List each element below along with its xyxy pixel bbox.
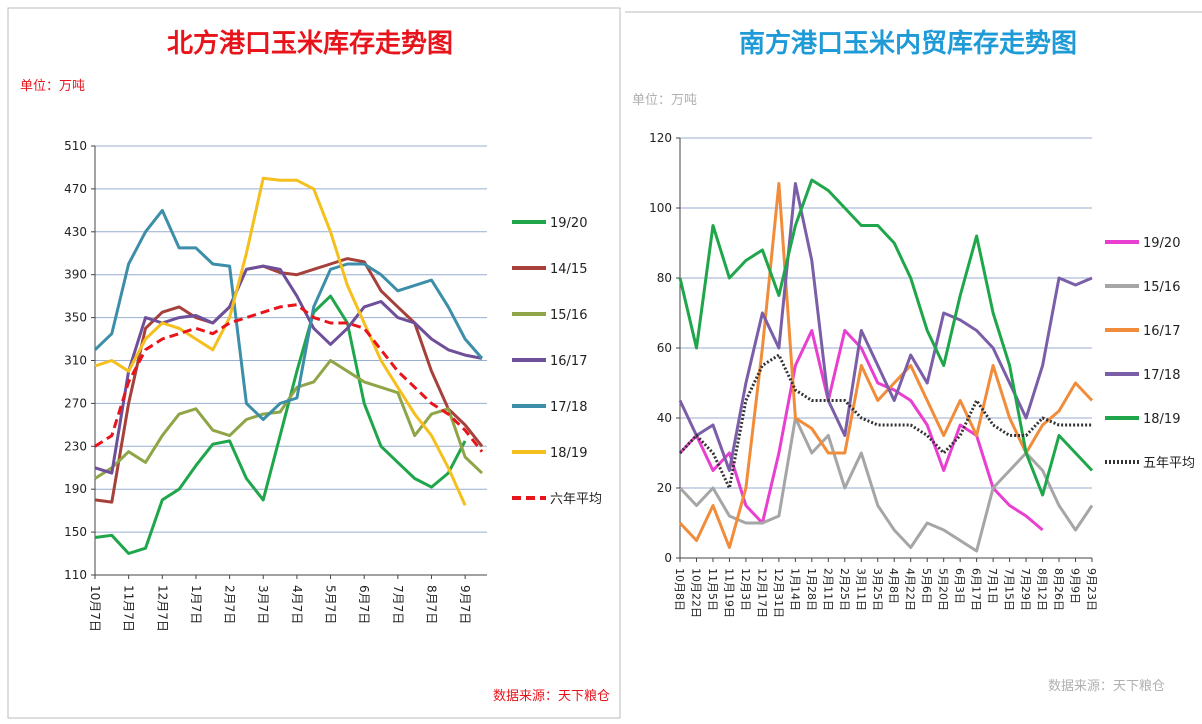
series-line (94, 264, 483, 475)
y-tick-label: 350 (64, 311, 87, 325)
y-tick-label: 80 (657, 271, 672, 285)
x-tick-label: 5月7日 (324, 585, 338, 624)
source-label: 数据来源：天下粮仓 (1048, 679, 1165, 694)
legend-label: 19/20 (550, 216, 587, 231)
x-tick-label: 7月7日 (391, 585, 405, 624)
x-tick-label: 9月7日 (458, 585, 472, 624)
chart-title: 南方港口玉米内贸库存走势图 (739, 28, 1077, 59)
y-tick-label: 150 (64, 525, 87, 539)
x-tick-label: 6月3日 (953, 568, 966, 604)
unit-label: 单位：万吨 (20, 79, 85, 94)
y-tick-label: 270 (64, 396, 87, 410)
y-tick-label: 100 (649, 201, 672, 215)
left-panel (7, 7, 621, 719)
x-tick-label: 12月7日 (155, 585, 169, 632)
x-tick-label: 3月7日 (256, 585, 270, 624)
series-line (93, 208, 484, 421)
x-tick-label: 11月7日 (122, 585, 136, 632)
x-tick-label: 7月15日 (1003, 568, 1016, 611)
legend-label: 15/16 (1143, 280, 1180, 295)
x-tick-label: 11月5日 (706, 568, 719, 611)
x-tick-label: 1月28日 (805, 568, 818, 611)
y-tick-label: 310 (64, 354, 87, 368)
series-line (678, 329, 1044, 532)
legend-label: 17/18 (550, 400, 587, 415)
y-tick-label: 120 (649, 131, 672, 145)
legend-label: 六年平均 (550, 492, 602, 507)
x-tick-label: 5月6日 (920, 568, 933, 604)
x-tick-label: 7月29日 (1019, 568, 1032, 611)
y-tick-label: 20 (657, 481, 672, 495)
legend-label: 16/17 (1143, 324, 1180, 339)
y-tick-label: 60 (657, 341, 672, 355)
x-tick-label: 8月12日 (1036, 568, 1049, 611)
series-line (678, 182, 1093, 472)
x-tick-label: 10月8日 (673, 568, 686, 611)
x-tick-label: 9月9日 (1069, 568, 1082, 604)
legend-label: 16/17 (550, 354, 587, 369)
legend-label: 18/19 (1143, 412, 1180, 427)
y-tick-label: 190 (64, 482, 87, 496)
y-tick-label: 430 (64, 225, 87, 239)
x-tick-label: 8月7日 (424, 585, 438, 624)
x-tick-label: 4月22日 (904, 568, 917, 611)
x-tick-label: 2月25日 (838, 568, 851, 611)
x-tick-label: 10月7日 (88, 585, 102, 632)
legend-label: 19/20 (1143, 236, 1180, 251)
x-tick-label: 7月1日 (986, 568, 999, 604)
series-line (94, 257, 484, 504)
series-line (678, 353, 1092, 490)
x-tick-label: 6月7日 (357, 585, 371, 624)
x-tick-label: 1月7日 (189, 585, 203, 624)
y-tick-label: 40 (657, 411, 672, 425)
legend-label: 五年平均 (1143, 456, 1195, 471)
x-tick-label: 10月22日 (689, 568, 702, 618)
source-label: 数据来源：天下粮仓 (493, 689, 610, 704)
x-tick-label: 8月26日 (1052, 568, 1065, 611)
series-line (678, 182, 1094, 549)
x-tick-label: 1月14日 (788, 568, 801, 611)
x-tick-label: 12月31日 (772, 568, 785, 618)
legend-label: 17/18 (1143, 368, 1180, 383)
y-tick-label: 510 (64, 139, 87, 153)
x-tick-label: 9月23日 (1085, 568, 1098, 611)
y-tick-label: 110 (64, 568, 87, 582)
series-line (94, 303, 484, 453)
x-tick-label: 4月7日 (290, 585, 304, 624)
series-line (678, 178, 1094, 497)
x-tick-label: 11月19日 (722, 568, 735, 618)
unit-label: 单位：万吨 (632, 93, 697, 108)
y-tick-label: 230 (64, 439, 87, 453)
x-tick-label: 12月17日 (755, 568, 768, 618)
x-tick-label: 12月3日 (739, 568, 752, 611)
x-tick-label: 4月8日 (887, 568, 900, 604)
x-tick-label: 3月11日 (854, 568, 867, 611)
series-line (678, 416, 1094, 553)
legend-label: 14/15 (550, 262, 587, 277)
legend-label: 18/19 (550, 446, 587, 461)
y-tick-label: 0 (664, 551, 672, 565)
x-tick-label: 3月25日 (871, 568, 884, 611)
y-tick-label: 390 (64, 268, 87, 282)
x-tick-label: 5月20日 (937, 568, 950, 611)
y-tick-label: 470 (64, 182, 87, 196)
legend-label: 15/16 (550, 308, 587, 323)
x-tick-label: 6月17日 (970, 568, 983, 611)
chart-title: 北方港口玉米库存走势图 (167, 28, 453, 59)
series-line (94, 176, 467, 506)
x-tick-label: 2月11日 (821, 568, 834, 611)
series-line (94, 294, 467, 555)
x-tick-label: 2月7日 (223, 585, 237, 624)
